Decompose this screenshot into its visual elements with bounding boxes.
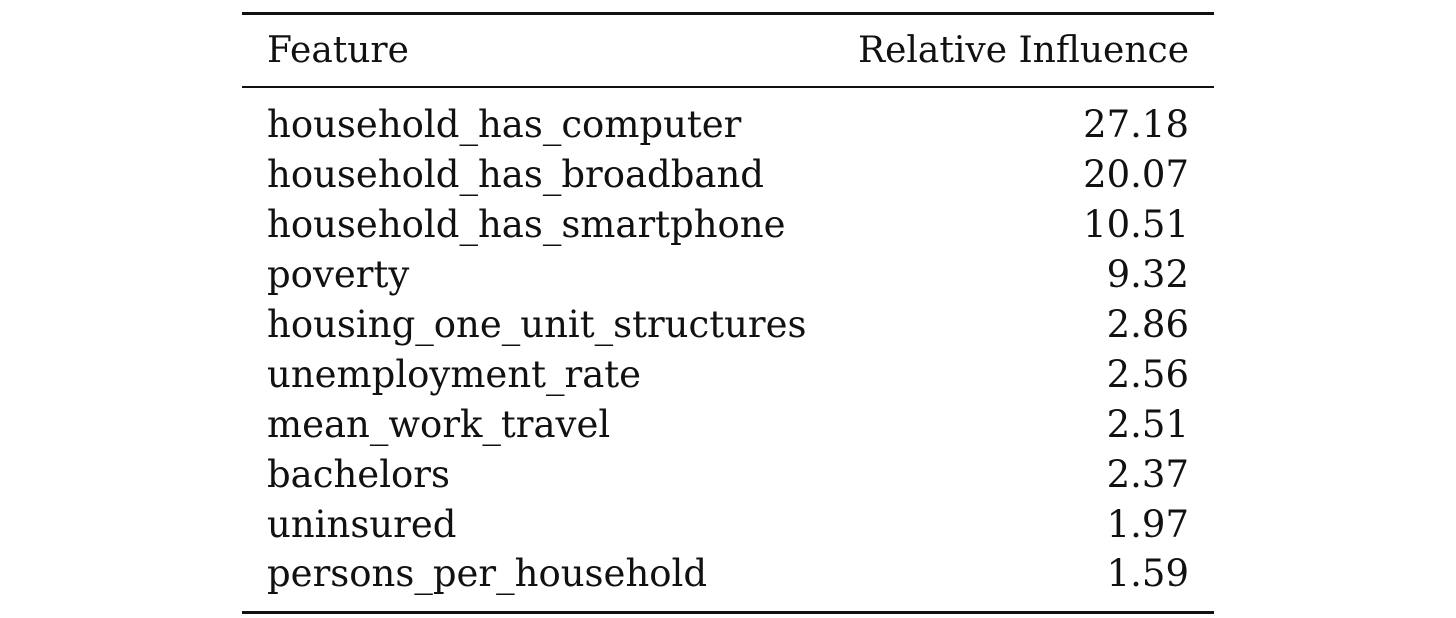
table-header-rule — [242, 86, 1214, 88]
table-row: unemployment_rate 2.56 — [242, 349, 1214, 399]
table-row: household_has_broadband 20.07 — [242, 150, 1214, 200]
feature-cell: housing_one_unit_structures — [267, 303, 807, 346]
header-feature: Feature — [267, 30, 409, 71]
feature-cell: unemployment_rate — [267, 352, 642, 396]
feature-cell: mean_work_travel — [267, 402, 611, 446]
table-row: uninsured 1.97 — [242, 499, 1214, 549]
table-row: housing_one_unit_structures 2.86 — [242, 300, 1214, 350]
table-row: mean_work_travel 2.51 — [242, 399, 1214, 449]
feature-cell: bachelors — [267, 452, 450, 496]
table-row: bachelors 2.37 — [242, 449, 1214, 499]
feature-cell: household_has_broadband — [267, 153, 764, 197]
feature-cell: household_has_smartphone — [267, 203, 786, 247]
table-row: household_has_computer 27.18 — [242, 100, 1214, 150]
influence-cell: 1.97 — [1106, 502, 1189, 546]
feature-cell: uninsured — [267, 502, 457, 546]
table-header-row: Feature Relative Influence — [242, 15, 1214, 86]
feature-cell: poverty — [267, 253, 410, 297]
influence-cell: 2.37 — [1106, 452, 1189, 496]
table-row: household_has_smartphone 10.51 — [242, 200, 1214, 250]
table-bottom-rule — [242, 610, 1214, 614]
feature-influence-table: Feature Relative Influence household_has… — [242, 12, 1214, 614]
table-top-rule — [242, 12, 1214, 15]
feature-cell: persons_per_household — [267, 552, 708, 596]
table-row: poverty 9.32 — [242, 250, 1214, 300]
feature-cell: household_has_computer — [267, 103, 742, 147]
table-body: household_has_computer 27.18 household_h… — [242, 88, 1214, 611]
influence-cell: 20.07 — [1083, 153, 1189, 197]
header-relative-influence: Relative Influence — [857, 30, 1189, 71]
table-row: persons_per_household 1.59 — [242, 549, 1214, 599]
influence-cell: 10.51 — [1083, 203, 1189, 247]
influence-cell: 27.18 — [1083, 103, 1189, 147]
influence-cell: 1.59 — [1106, 552, 1189, 596]
influence-cell: 2.56 — [1106, 352, 1189, 396]
influence-cell: 9.32 — [1106, 253, 1189, 297]
influence-cell: 2.86 — [1106, 303, 1189, 346]
influence-cell: 2.51 — [1106, 402, 1189, 446]
